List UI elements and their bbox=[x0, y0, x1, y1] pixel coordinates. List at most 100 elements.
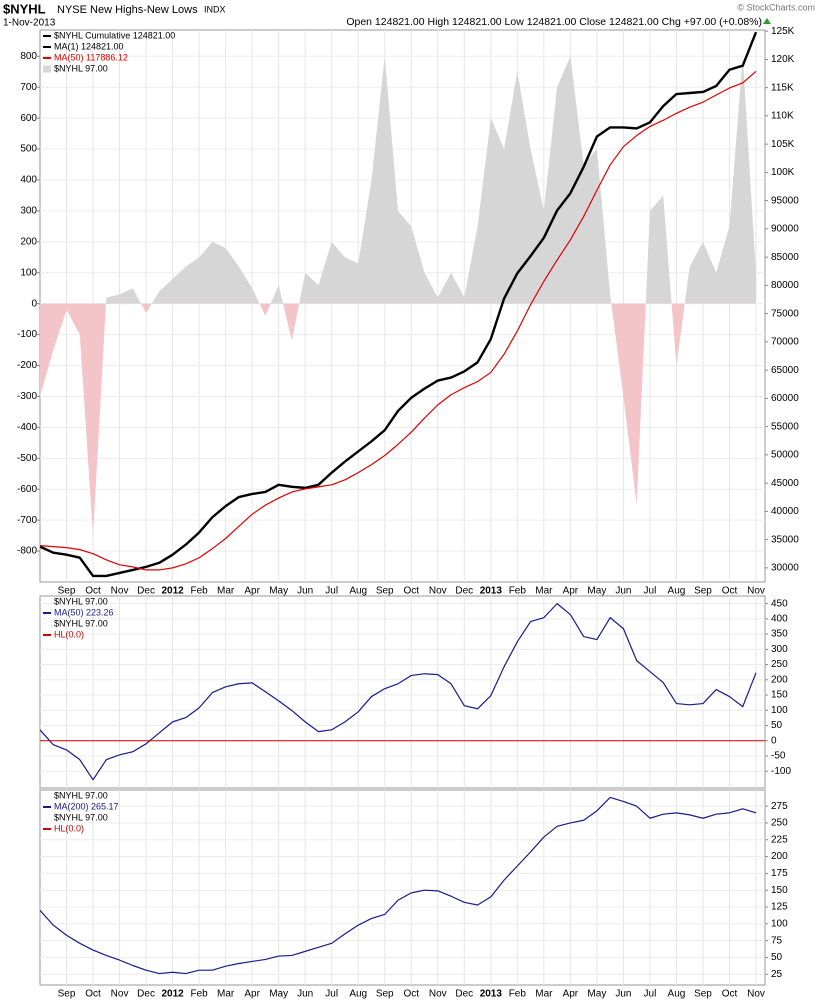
y-tick-label: 200 bbox=[771, 851, 788, 862]
x-tick-label: Apr bbox=[563, 989, 579, 1000]
x-tick-label: Nov bbox=[111, 586, 129, 597]
x-tick-label: 2013 bbox=[480, 989, 503, 1000]
y-tick-label: 700 bbox=[20, 82, 37, 93]
y-tick-label: 400 bbox=[20, 175, 37, 186]
legend-entry: $NYHL 97.00 bbox=[54, 63, 108, 73]
x-tick-label: Oct bbox=[403, 989, 419, 1000]
y-tick-label: -100 bbox=[17, 329, 37, 340]
legend-entry: $NYHL 97.00 bbox=[54, 618, 108, 628]
legend-swatch bbox=[43, 65, 51, 73]
x-tick-label: May bbox=[269, 989, 288, 1000]
y-tick-label: 300 bbox=[771, 644, 788, 655]
y-tick-label: 200 bbox=[20, 236, 37, 247]
y-tick-label: 125 bbox=[771, 902, 788, 913]
x-tick-label: Dec bbox=[455, 586, 473, 597]
x-tick-label: Jun bbox=[297, 586, 313, 597]
x-tick-label: Nov bbox=[111, 989, 129, 1000]
x-tick-label: Feb bbox=[190, 586, 208, 597]
y2-tick-label: 45000 bbox=[771, 478, 799, 489]
symbol: $NYHL bbox=[3, 1, 46, 16]
x-tick-label: Jun bbox=[615, 989, 631, 1000]
y2-tick-label: 110K bbox=[771, 111, 794, 122]
y2-tick-label: 60000 bbox=[771, 393, 799, 404]
y2-tick-label: 80000 bbox=[771, 280, 799, 291]
y-tick-label: 100 bbox=[771, 918, 788, 929]
y-tick-label: -400 bbox=[17, 422, 37, 433]
y2-tick-label: 55000 bbox=[771, 421, 799, 432]
plot-layer bbox=[40, 603, 765, 781]
line bbox=[40, 31, 758, 578]
y-tick-label: -600 bbox=[17, 484, 37, 495]
y-tick-label: -100 bbox=[771, 766, 791, 777]
x-tick-label: Aug bbox=[668, 989, 686, 1000]
legend-title: $NYHL 97.00 bbox=[54, 596, 108, 606]
x-tick-label: 2012 bbox=[161, 586, 184, 597]
x-tick-label: Apr bbox=[244, 586, 260, 597]
quote: Open 124821.00 High 124821.00 Low 124821… bbox=[346, 16, 762, 28]
legend-title: $NYHL Cumulative 124821.00 bbox=[54, 30, 175, 40]
y2-tick-label: 40000 bbox=[771, 506, 799, 517]
plot-layer bbox=[40, 31, 758, 578]
y-tick-label: -700 bbox=[17, 515, 37, 526]
y2-tick-label: 105K bbox=[771, 139, 795, 150]
y2-tick-label: 90000 bbox=[771, 224, 799, 235]
y-tick-label: -800 bbox=[17, 546, 37, 557]
y2-tick-label: 70000 bbox=[771, 337, 799, 348]
x-tick-label: Mar bbox=[217, 989, 235, 1000]
y2-tick-label: 65000 bbox=[771, 365, 799, 376]
legend-entry: $NYHL 97.00 bbox=[54, 812, 108, 822]
x-tick-label: Dec bbox=[137, 586, 155, 597]
y-tick-label: 800 bbox=[20, 51, 37, 62]
x-tick-label: Sep bbox=[58, 989, 76, 1000]
y-tick-label: 100 bbox=[20, 267, 37, 278]
x-tick-label: 2012 bbox=[161, 989, 184, 1000]
y-tick-label: 600 bbox=[20, 113, 37, 124]
x-tick-label: May bbox=[269, 586, 288, 597]
y2-tick-label: 95000 bbox=[771, 195, 799, 206]
line bbox=[40, 70, 757, 571]
y2-tick-label: 35000 bbox=[771, 534, 799, 545]
y-tick-label: 50 bbox=[771, 952, 783, 963]
y-tick-label: 500 bbox=[20, 144, 37, 155]
y-tick-label: 0 bbox=[771, 735, 777, 746]
y-tick-label: -50 bbox=[771, 751, 786, 762]
y-tick-label: 250 bbox=[771, 818, 788, 829]
x-tick-label: Sep bbox=[376, 586, 394, 597]
y2-tick-label: 75000 bbox=[771, 308, 799, 319]
y-tick-label: -300 bbox=[17, 391, 37, 402]
y2-tick-label: 30000 bbox=[771, 563, 799, 574]
legend-entry: MA(50) 223.26 bbox=[54, 607, 114, 617]
y-tick-label: 150 bbox=[771, 885, 788, 896]
y-tick-label: -500 bbox=[17, 453, 37, 464]
area bbox=[40, 56, 756, 536]
y-tick-label: 300 bbox=[20, 206, 37, 217]
x-tick-label: Oct bbox=[85, 989, 101, 1000]
y-tick-label: 150 bbox=[771, 690, 788, 701]
y-tick-label: 225 bbox=[771, 834, 788, 845]
x-tick-label: Feb bbox=[190, 989, 208, 1000]
x-tick-label: Aug bbox=[349, 989, 367, 1000]
x-tick-label: Nov bbox=[429, 586, 447, 597]
x-tick-label: Mar bbox=[217, 586, 235, 597]
legend-entry: HL(0.0) bbox=[54, 823, 84, 833]
y-tick-label: 400 bbox=[771, 613, 788, 624]
plot-layer bbox=[40, 796, 757, 975]
y2-tick-label: 125K bbox=[771, 26, 795, 37]
x-tick-label: Sep bbox=[58, 586, 76, 597]
x-tick-label: Nov bbox=[747, 586, 765, 597]
y-tick-label: 450 bbox=[771, 598, 788, 609]
x-tick-label: Nov bbox=[747, 989, 765, 1000]
x-tick-label: Sep bbox=[694, 586, 712, 597]
y-tick-label: 275 bbox=[771, 801, 788, 812]
y-tick-label: 350 bbox=[771, 629, 788, 640]
y2-tick-label: 100K bbox=[771, 167, 795, 178]
x-tick-label: Mar bbox=[535, 586, 553, 597]
x-tick-label: Oct bbox=[722, 586, 738, 597]
x-tick-label: Sep bbox=[694, 989, 712, 1000]
x-tick-label: Oct bbox=[722, 989, 738, 1000]
y-tick-label: 175 bbox=[771, 868, 788, 879]
x-tick-label: Feb bbox=[509, 989, 527, 1000]
panel bbox=[39, 595, 766, 789]
y-tick-label: 250 bbox=[771, 659, 788, 670]
y-tick-label: 0 bbox=[31, 298, 37, 309]
